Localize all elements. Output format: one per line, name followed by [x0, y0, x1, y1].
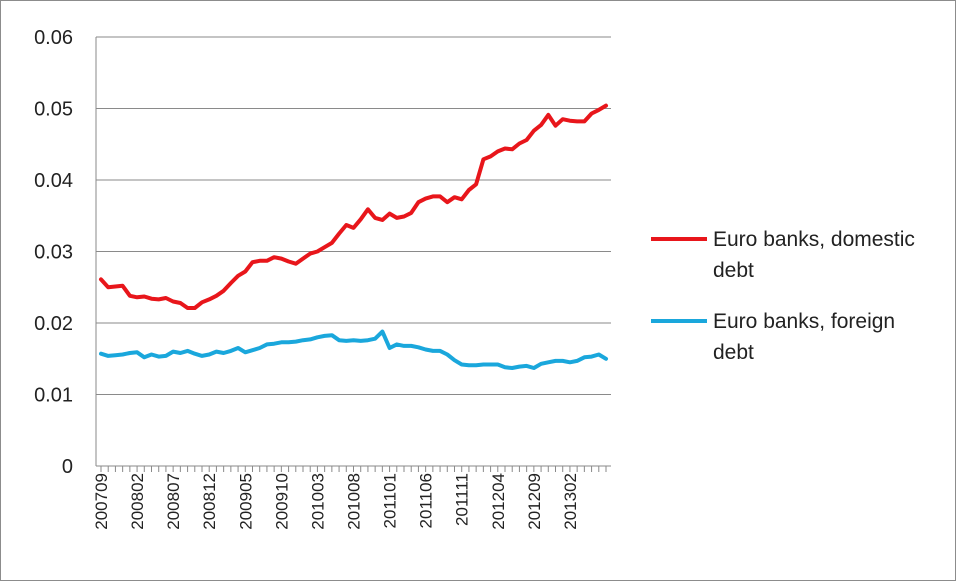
- y-axis-tick-labels: 0 0.01 0.02 0.03 0.04 0.05 0.06: [34, 27, 73, 478]
- x-tick-label: 201204: [489, 473, 508, 530]
- x-tick-label: 201106: [417, 473, 436, 528]
- x-tick-label: 200910: [272, 473, 291, 530]
- x-tick-label: 201302: [561, 473, 580, 530]
- x-tick-label: 200812: [200, 473, 219, 530]
- x-tick-label: 201209: [525, 473, 544, 530]
- y-tick-label: 0: [62, 456, 73, 478]
- x-tick-label: 200802: [128, 473, 147, 530]
- x-tick-label: 200807: [164, 473, 183, 530]
- series-line-domestic-debt: [99, 103, 608, 310]
- legend: Euro banks, domestic debt Euro banks, fore…: [651, 228, 915, 364]
- x-axis-tick-labels: 200709 200802 200807 200812 200905 200910 2010…: [92, 473, 580, 530]
- x-tick-label: 201003: [308, 473, 327, 530]
- x-tick-label: 200905: [236, 473, 255, 530]
- legend-label: Euro banks, foreign debt: [713, 310, 895, 364]
- x-tick-label: 200709: [92, 473, 111, 530]
- x-tick-label: 201008: [345, 473, 364, 530]
- series-line-foreign-debt: [99, 329, 608, 370]
- y-tick-label: 0.04: [34, 170, 73, 192]
- axes: [95, 37, 611, 472]
- y-tick-label: 0.06: [34, 27, 73, 49]
- legend-label: Euro banks, domestic debt: [713, 228, 915, 282]
- y-tick-label: 0.03: [34, 242, 73, 264]
- series-lines: [99, 103, 608, 370]
- y-tick-label: 0.01: [34, 385, 73, 407]
- gridlines: [96, 36, 611, 395]
- x-tick-label: 201101: [381, 473, 400, 528]
- y-tick-label: 0.02: [34, 313, 73, 335]
- y-tick-label: 0.05: [34, 99, 73, 121]
- x-tick-label: 201111: [453, 473, 472, 526]
